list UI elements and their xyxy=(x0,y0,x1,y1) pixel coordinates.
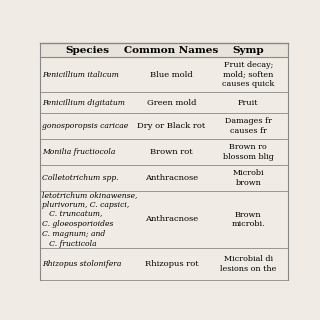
Text: Brown ro
blossom blig: Brown ro blossom blig xyxy=(223,143,274,161)
Text: letotrichum okinawense,
plurivorum, C. capsici,
   C. truncatum,
C. gloeosporioi: letotrichum okinawense, plurivorum, C. c… xyxy=(43,191,138,248)
Text: Colletotrichum spp.: Colletotrichum spp. xyxy=(43,174,119,182)
Text: Damages fr
causes fr: Damages fr causes fr xyxy=(225,117,272,135)
Text: Penicillium digitatum: Penicillium digitatum xyxy=(43,99,125,107)
Text: Fruit: Fruit xyxy=(238,99,259,107)
Text: Blue mold: Blue mold xyxy=(150,71,193,79)
Text: Monilia fructiocola: Monilia fructiocola xyxy=(43,148,116,156)
Text: Symp: Symp xyxy=(233,46,264,55)
Text: Brown rot: Brown rot xyxy=(150,148,193,156)
Text: Anthracnose: Anthracnose xyxy=(145,174,198,182)
Bar xyxy=(40,43,288,57)
Text: Species: Species xyxy=(65,46,109,55)
Text: Fruit decay;
mold; soften
causes quick: Fruit decay; mold; soften causes quick xyxy=(222,61,275,89)
Text: Dry or Black rot: Dry or Black rot xyxy=(137,122,205,130)
Text: Common Names: Common Names xyxy=(124,46,219,55)
Text: Anthracnose: Anthracnose xyxy=(145,215,198,223)
Text: Microbi
brown: Microbi brown xyxy=(233,169,264,187)
Text: Penicillium italicum: Penicillium italicum xyxy=(43,71,119,79)
Text: gonosporopsis caricae: gonosporopsis caricae xyxy=(43,122,129,130)
Text: Green mold: Green mold xyxy=(147,99,196,107)
Text: Brown
microbi.: Brown microbi. xyxy=(231,211,265,228)
Text: Microbial di
lesions on the: Microbial di lesions on the xyxy=(220,255,276,273)
Text: Rhizopus stolonifera: Rhizopus stolonifera xyxy=(43,260,122,268)
Text: Rhizopus rot: Rhizopus rot xyxy=(145,260,198,268)
